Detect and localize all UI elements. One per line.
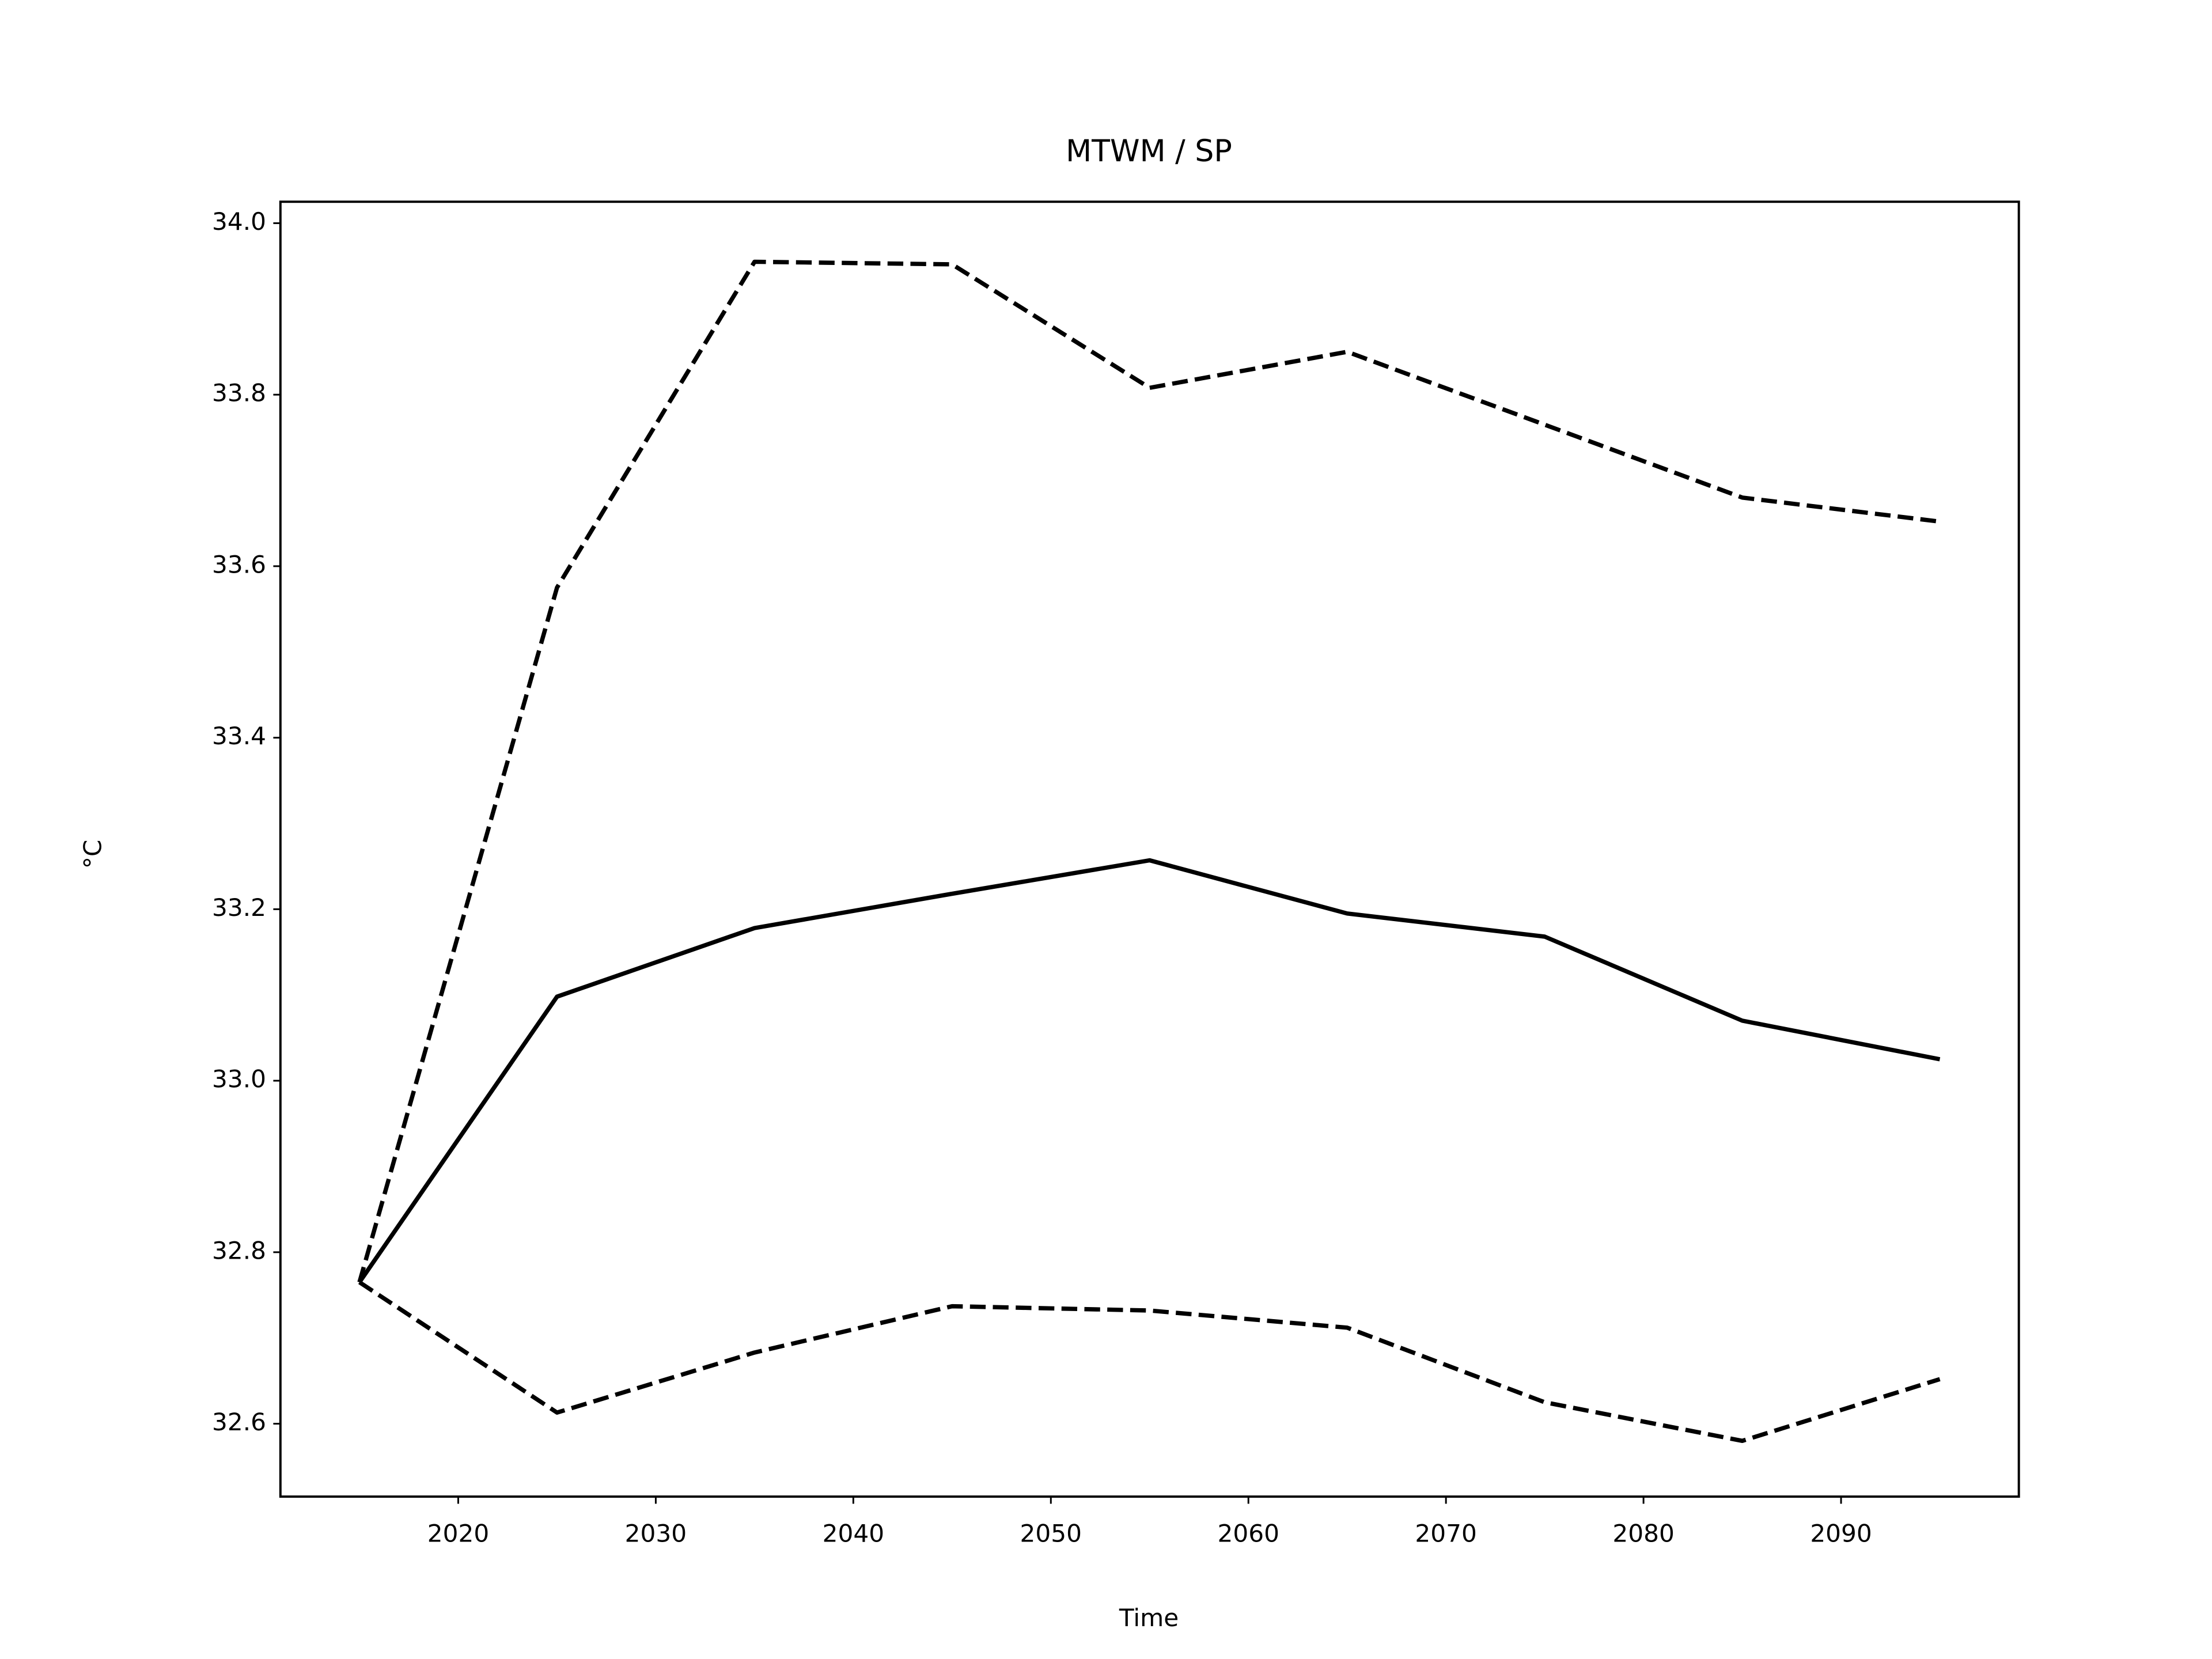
chart-title: MTWM / SP <box>1066 134 1232 169</box>
y-tick-label: 32.6 <box>212 1408 266 1436</box>
series-line <box>357 858 1941 1284</box>
y-tick-label: 34.0 <box>212 207 266 236</box>
x-tick-label: 2090 <box>1810 1520 1872 1548</box>
x-tick-label: 2020 <box>427 1520 489 1548</box>
y-tick-label: 33.8 <box>212 379 266 407</box>
x-tick-label: 2070 <box>1415 1520 1476 1548</box>
y-tick-label: 33.0 <box>212 1065 266 1093</box>
y-axis-label: °C <box>78 840 107 869</box>
series-line <box>357 259 1940 1283</box>
y-tick-label: 33.4 <box>212 722 266 750</box>
series-line <box>358 1280 1941 1444</box>
x-tick-label: 2040 <box>823 1520 884 1548</box>
y-tick-label: 33.2 <box>212 893 266 922</box>
x-axis-label: Time <box>1119 1604 1179 1632</box>
y-tick-label: 32.8 <box>212 1236 266 1264</box>
x-tick-label: 2080 <box>1612 1520 1674 1548</box>
x-tick-label: 2060 <box>1217 1520 1279 1548</box>
y-tick-label: 33.6 <box>212 550 266 578</box>
x-tick-label: 2050 <box>1020 1520 1082 1548</box>
plot-frame <box>279 200 2020 1498</box>
x-tick-label: 2030 <box>625 1520 687 1548</box>
